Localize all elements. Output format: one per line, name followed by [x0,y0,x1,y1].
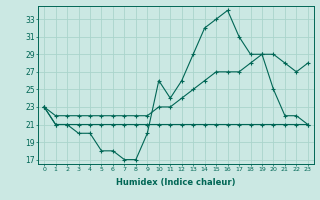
X-axis label: Humidex (Indice chaleur): Humidex (Indice chaleur) [116,178,236,187]
